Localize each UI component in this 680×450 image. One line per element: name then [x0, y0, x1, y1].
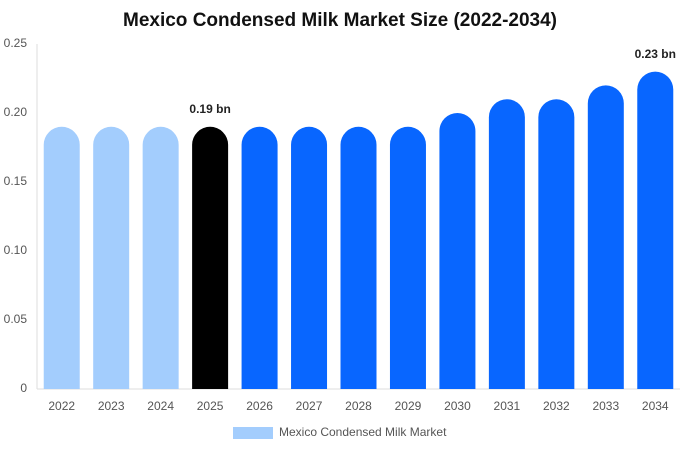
- bar: [439, 113, 476, 389]
- y-tick-label: 0.15: [4, 174, 28, 188]
- bar: [43, 126, 80, 389]
- data-label: 0.23 bn: [635, 47, 676, 61]
- x-tick-label: 2024: [147, 399, 174, 413]
- x-tick-label: 2033: [592, 399, 619, 413]
- bar: [291, 126, 328, 389]
- x-tick-label: 2032: [543, 399, 570, 413]
- x-tick-label: 2028: [345, 399, 372, 413]
- chart-title: Mexico Condensed Milk Market Size (2022-…: [123, 10, 557, 31]
- x-tick-label: 2029: [395, 399, 422, 413]
- bar: [192, 126, 229, 389]
- x-tick-label: 2025: [197, 399, 224, 413]
- y-tick-label: 0.10: [4, 243, 28, 257]
- bar: [637, 71, 674, 389]
- legend-swatch: [233, 427, 273, 439]
- x-tick-label: 2031: [494, 399, 521, 413]
- x-tick-label: 2022: [48, 399, 75, 413]
- bar: [241, 126, 278, 390]
- y-tick-label: 0.05: [4, 312, 28, 326]
- bar: [587, 85, 624, 390]
- bar: [488, 99, 525, 389]
- x-tick-label: 2023: [98, 399, 125, 413]
- legend-label: Mexico Condensed Milk Market: [279, 425, 447, 439]
- x-tick-label: 2026: [246, 399, 273, 413]
- x-tick-label: 2034: [642, 399, 669, 413]
- bar: [389, 126, 426, 389]
- x-tick-label: 2030: [444, 399, 471, 413]
- bar: [142, 126, 179, 389]
- data-label: 0.19 bn: [189, 102, 230, 116]
- y-tick-label: 0: [20, 381, 27, 395]
- bar: [340, 126, 377, 389]
- x-tick-label: 2027: [296, 399, 323, 413]
- y-tick-label: 0.25: [4, 36, 28, 50]
- bar: [538, 99, 575, 389]
- y-tick-label: 0.20: [4, 105, 28, 119]
- bar: [93, 126, 130, 389]
